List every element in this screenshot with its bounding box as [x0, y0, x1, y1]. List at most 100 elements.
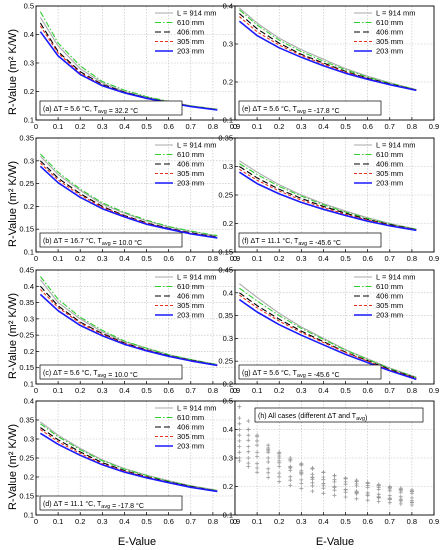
plot-frame [234, 5, 435, 121]
legend-label: 203 mm [177, 442, 204, 451]
scatter-point [310, 466, 315, 471]
legend-label: 610 mm [177, 282, 204, 291]
x-tick-label: 0.1 [53, 386, 63, 395]
x-axis-label-right: E-Value [316, 536, 354, 548]
x-tick-label: 0 [233, 254, 237, 263]
scatter-point [343, 475, 348, 480]
scatter-point [365, 493, 370, 498]
x-tick-label: 0.1 [252, 386, 262, 395]
scatter-point [237, 404, 242, 409]
x-tick-label: 0.8 [208, 254, 218, 263]
x-tick-label: 0.2 [75, 386, 85, 395]
x-tick-label: 0.3 [97, 386, 107, 395]
x-tick-label: 0.2 [75, 254, 85, 263]
legend-label: 305 mm [376, 301, 403, 310]
legend-label: 406 mm [376, 160, 403, 169]
x-tick-label: 0.8 [407, 517, 417, 526]
series-line-1 [39, 11, 218, 110]
x-tick-label: 0.9 [429, 254, 439, 263]
y-tick-label: 0.35 [19, 298, 34, 307]
y-tick-label: 0.3 [223, 162, 233, 171]
scatter-point [277, 460, 282, 465]
legend-label: 305 mm [177, 432, 204, 441]
scatter-point [409, 498, 414, 503]
x-tick-label: 0.5 [340, 517, 350, 526]
y-tick-label: 0.35 [19, 416, 34, 425]
scatter-point [354, 478, 359, 483]
scatter-point [266, 475, 271, 480]
series-line-2 [239, 166, 417, 231]
scatter-point [246, 456, 251, 460]
y-tick-label: 0.3 [24, 59, 34, 68]
y-axis-label-mid-upper: R-Value (m² K/W) [7, 161, 19, 247]
x-tick-label: 0.6 [163, 517, 173, 526]
y-tick-label: 0.45 [19, 266, 34, 275]
y-tick-label: 0.3 [24, 156, 34, 165]
y-tick-label: 0.2 [223, 78, 233, 87]
x-tick-label: 0.7 [186, 122, 196, 131]
y-tick-label: 0.15 [19, 492, 34, 501]
legend-label: 610 mm [376, 282, 403, 291]
x-tick-label: 0.2 [274, 386, 284, 395]
x-tick-label: 0.6 [362, 122, 372, 131]
y-tick-label: 0.15 [19, 363, 34, 372]
annotation-box [238, 100, 382, 116]
panel-grid: 0 0.1 0.2 0.3 0.4 0.5 0.6 0.7 0.8 0.9 0.1 0.2 0.3 0.4… [19, 2, 439, 527]
panel-annotation: (c) ΔT = 5.6 °C, Tavg = 10.0 °C [43, 369, 138, 379]
x-tick-label: 0.9 [230, 122, 240, 131]
legend-label: 406 mm [177, 292, 204, 301]
scatter-point [255, 461, 260, 466]
x-tick-label: 0.3 [296, 122, 306, 131]
x-tick-label: 0.5 [141, 122, 151, 131]
x-tick-label: 0.4 [318, 386, 328, 395]
y-tick-label: 0.4 [24, 30, 34, 39]
scatter-point [237, 427, 242, 432]
scatter-point [310, 483, 315, 488]
scatter-point [288, 465, 293, 470]
x-tick-label: 0.5 [141, 386, 151, 395]
x-tick-label: 0.1 [252, 517, 262, 526]
scatter-point [365, 498, 370, 503]
x-tick-label: 0.7 [385, 517, 395, 526]
x-tick-label: 0.5 [340, 386, 350, 395]
y-tick-label: 0.1 [223, 511, 233, 520]
scatter-point [299, 463, 304, 468]
x-tick-label: 0.6 [362, 517, 372, 526]
legend-label: 203 mm [376, 179, 403, 188]
panel-annotation: (g) ΔT = 5.6 °C, Tavg = -45.6 °C [242, 369, 340, 379]
x-tick-label: 0.4 [119, 122, 129, 131]
x-tick-label: 0.5 [141, 254, 151, 263]
x-tick-label: 0.5 [141, 517, 151, 526]
scatter-point [321, 470, 326, 475]
x-tick-label: 0.2 [274, 122, 284, 131]
scatter-point [321, 491, 326, 496]
scatter-point [266, 460, 271, 464]
annotation-box [39, 495, 183, 511]
panel-h: 0 0.1 0.2 0.3 0.4 0.5 0.6 0.7 0.8 0.90.10.20.30.4… [223, 397, 440, 527]
y-tick-label: 0.2 [24, 87, 34, 96]
y-tick-label: 0.5 [223, 397, 233, 406]
scatter-point [266, 466, 271, 471]
legend-label: 203 mm [177, 47, 204, 56]
y-tick-label: 0.35 [19, 134, 34, 143]
x-tick-label: 0.1 [53, 517, 63, 526]
x-tick-label: 0.1 [252, 122, 262, 131]
annotation-box [39, 232, 183, 248]
scatter-point [255, 454, 260, 459]
scatter-point [354, 483, 359, 488]
plot-frame [234, 269, 435, 385]
scatter-point [255, 470, 260, 475]
y-tick-label: 0.4 [223, 425, 233, 434]
legend-label: 203 mm [177, 179, 204, 188]
x-tick-label: 0.4 [119, 386, 129, 395]
legend-label: 610 mm [376, 18, 403, 27]
legend-label: L = 914 mm [177, 273, 217, 282]
scatter-point [387, 500, 392, 505]
scatter-point [246, 427, 251, 432]
series-line-3 [239, 294, 417, 380]
y-tick-label: 0.3 [223, 454, 233, 463]
y-tick-label: 0.2 [24, 347, 34, 356]
series-line-4 [39, 432, 218, 493]
scatter-point [310, 475, 315, 480]
x-tick-label: 0.8 [208, 517, 218, 526]
